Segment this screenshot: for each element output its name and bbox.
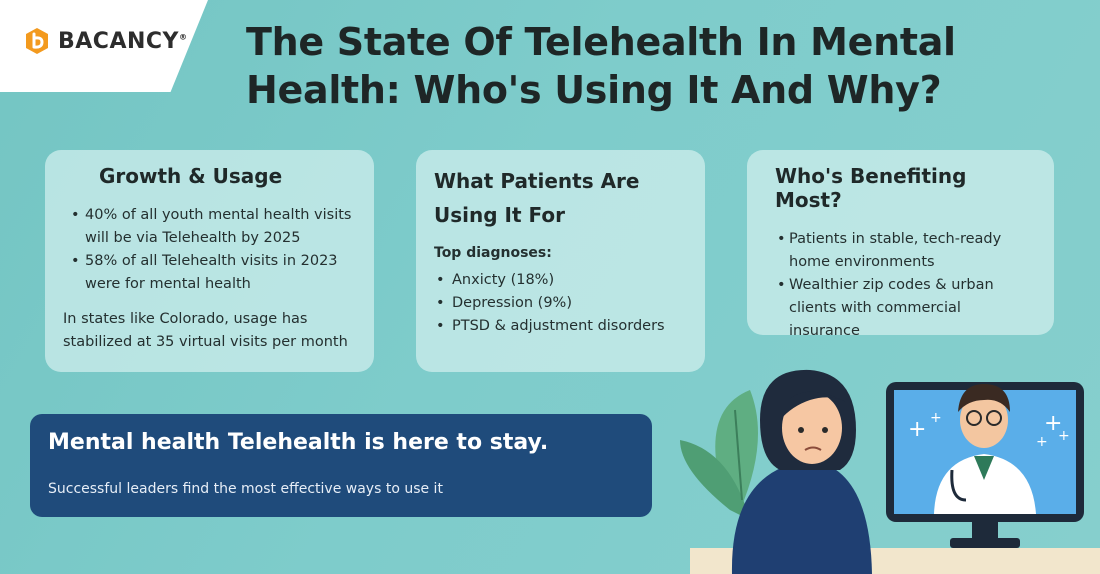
patient-uses-card: What Patients Are Using It For Top diagn… [416,150,705,372]
card-heading: Who's Benefiting Most? [775,164,967,212]
brand-name: BACANCY [58,28,179,54]
list-item: Depression (9%) [434,292,687,315]
bacancy-logo-icon [26,28,48,54]
doctor-monitor-icon: + + + + + [886,382,1084,548]
patient-figure-icon [731,369,872,574]
card-heading: Growth & Usage [99,164,283,188]
banner-headline: Mental health Telehealth is here to stay… [48,430,549,455]
list-item: Patients in stable, tech-ready home envi… [775,228,1036,274]
page-title: The State Of Telehealth In Mental Health… [246,20,956,112]
brand-registered-mark: ® [178,32,188,42]
banner-subtext: Successful leaders find the most effecti… [48,481,443,497]
growth-usage-card: Growth & Usage 40% of all youth mental h… [45,150,374,372]
card-heading: What Patients Are Using It For [434,169,640,227]
list-item: PTSD & adjustment disorders [434,315,687,338]
bullet-list: 40% of all youth mental health visits wi… [69,204,356,296]
svg-text:+: + [1058,428,1070,444]
svg-text:+: + [1036,434,1048,450]
beneficiaries-card: Who's Benefiting Most? Patients in stabl… [747,150,1054,339]
brand-logo[interactable]: BACANCY® [22,26,187,56]
plant-leaves-icon [680,390,758,520]
svg-text:+: + [930,410,942,426]
bullet-list: Anxicty (18%) Depression (9%) PTSD & adj… [434,269,687,338]
svg-text:+: + [1044,411,1062,436]
list-item: 58% of all Telehealth visits in 2023 wer… [69,250,356,296]
telehealth-illustration: + + + + + [680,369,1100,574]
list-item: 40% of all youth mental health visits wi… [69,204,356,250]
card-note: In states like Colorado, usage has stabi… [63,311,348,350]
svg-text:+: + [908,417,926,442]
callout-banner: Mental health Telehealth is here to stay… [30,414,652,517]
bullet-list: Patients in stable, tech-ready home envi… [775,228,1036,343]
list-item: Wealthier zip codes & urban clients with… [775,274,1036,343]
list-item: Anxicty (18%) [434,269,687,292]
card-subheading: Top diagnoses: [434,245,552,261]
